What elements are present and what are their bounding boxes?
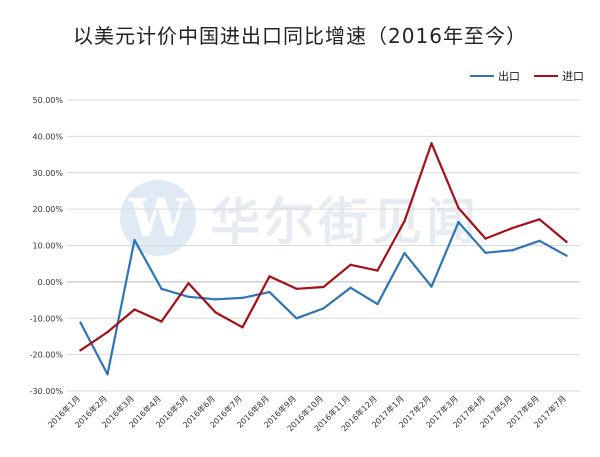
- data-point-import: [538, 218, 541, 221]
- data-point-export: [268, 290, 271, 294]
- data-point-import: [484, 237, 487, 240]
- data-point-export: [349, 286, 352, 289]
- data-point-export: [214, 298, 217, 301]
- data-point-export: [160, 287, 163, 290]
- data-point-export: [187, 295, 190, 298]
- data-point-export: [403, 251, 406, 255]
- legend-swatch-import: [534, 75, 558, 77]
- y-tick-label: 50.00%: [32, 96, 63, 105]
- data-point-import: [430, 142, 433, 145]
- data-point-export: [484, 251, 487, 254]
- data-point-export: [79, 321, 82, 324]
- data-point-export: [376, 302, 379, 306]
- data-point-import: [349, 263, 352, 266]
- y-tick-label: -30.00%: [30, 387, 64, 396]
- legend-label-import: 进口: [562, 70, 584, 83]
- y-tick-label: 10.00%: [32, 242, 63, 251]
- data-point-import: [295, 287, 298, 290]
- y-tick-label: -10.00%: [30, 314, 64, 323]
- data-point-import: [268, 275, 271, 278]
- chart-title: 以美元计价中国进出口同比增速（2016年至今）: [73, 24, 527, 48]
- data-point-import: [79, 349, 82, 352]
- legend-item-import: 进口: [534, 68, 584, 84]
- data-point-export: [430, 285, 433, 288]
- data-point-export: [133, 238, 136, 242]
- data-point-export: [295, 317, 298, 320]
- data-point-export: [322, 307, 325, 310]
- y-tick-label: 20.00%: [32, 205, 63, 214]
- data-point-export: [106, 373, 109, 376]
- legend-swatch-export: [470, 75, 494, 77]
- y-tick-label: 30.00%: [32, 169, 63, 178]
- legend: 出口 进口: [470, 68, 584, 84]
- data-point-import: [403, 219, 406, 223]
- y-tick-label: 0.00%: [38, 278, 64, 287]
- legend-label-export: 出口: [498, 70, 520, 83]
- watermark: W 华尔街见闻: [120, 180, 480, 256]
- series-line-import: [79, 142, 568, 352]
- data-point-import: [241, 326, 244, 329]
- data-point-export: [511, 249, 514, 252]
- data-point-export: [565, 254, 568, 257]
- data-point-export: [241, 296, 244, 300]
- data-point-export: [538, 239, 541, 242]
- watermark-text: 华尔街见闻: [210, 192, 480, 251]
- data-point-import: [214, 311, 217, 314]
- y-tick-label: 40.00%: [32, 132, 63, 141]
- data-point-import: [187, 282, 190, 285]
- data-point-import: [376, 269, 379, 272]
- data-point-export: [457, 221, 460, 224]
- data-point-import: [322, 285, 325, 289]
- data-point-import: [160, 320, 163, 323]
- y-tick-label: -20.00%: [30, 351, 64, 360]
- watermark-logo-icon: W: [120, 180, 196, 256]
- data-point-import: [565, 240, 568, 244]
- data-point-import: [457, 206, 460, 210]
- legend-item-export: 出口: [470, 68, 520, 84]
- data-point-import: [511, 226, 514, 230]
- data-point-import: [133, 308, 136, 311]
- data-point-import: [106, 330, 109, 334]
